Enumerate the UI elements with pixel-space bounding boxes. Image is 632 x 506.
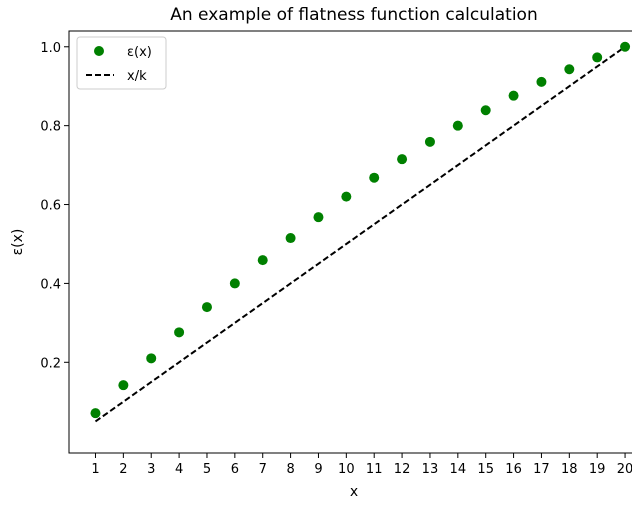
x-tick-label: 8 <box>286 462 294 477</box>
x-tick-label: 5 <box>203 462 211 477</box>
scatter-point <box>564 64 575 75</box>
x-tick-label: 17 <box>533 462 550 477</box>
legend: ε(x) x/k <box>76 36 167 90</box>
scatter-point <box>397 154 408 165</box>
scatter-point <box>118 380 129 391</box>
series-layer <box>90 41 631 423</box>
y-tick-label: 1.0 <box>40 41 61 56</box>
x-tick-label: 14 <box>450 462 467 477</box>
plot-area-frame <box>68 30 632 454</box>
x-tick-label: 7 <box>259 462 267 477</box>
x-tick-label: 1 <box>91 462 99 477</box>
x-tick-label: 11 <box>366 462 383 477</box>
scatter-point <box>452 120 463 131</box>
scatter-point <box>592 52 603 63</box>
x-tick-label: 3 <box>147 462 155 477</box>
scatter-point <box>285 233 296 244</box>
scatter-point <box>90 408 101 419</box>
scatter-point <box>174 327 185 338</box>
scatter-point <box>313 212 324 223</box>
x-tick-label: 6 <box>231 462 239 477</box>
scatter-point <box>536 76 547 87</box>
series-line-xk <box>94 45 626 423</box>
x-tick-label: 15 <box>477 462 494 477</box>
scatter-point <box>201 302 212 313</box>
scatter-point <box>480 105 491 116</box>
y-tick-label: 0.4 <box>40 277 61 292</box>
y-axis-ticks: 0.2 0.4 0.6 0.8 1.0 <box>40 41 69 371</box>
legend-box <box>76 36 167 90</box>
x-tick-label: 2 <box>119 462 127 477</box>
x-tick-label: 4 <box>175 462 183 477</box>
x-tick-label: 12 <box>394 462 411 477</box>
legend-label-xk: x/k <box>127 69 147 84</box>
y-axis-label: ε(x) <box>10 229 26 256</box>
y-tick-label: 0.6 <box>40 199 61 214</box>
x-tick-label: 13 <box>422 462 439 477</box>
scatter-point <box>508 90 519 101</box>
scatter-point <box>257 255 268 266</box>
chart-title: An example of flatness function calculat… <box>170 5 537 25</box>
x-axis-label: x <box>350 484 358 500</box>
y-tick-label: 0.8 <box>40 120 61 135</box>
x-tick-label: 19 <box>589 462 606 477</box>
x-tick-label: 20 <box>617 462 632 477</box>
scatter-point <box>424 136 435 147</box>
x-tick-label: 16 <box>505 462 522 477</box>
scatter-point <box>369 172 380 183</box>
x-tick-label: 10 <box>338 462 355 477</box>
y-tick-label: 0.2 <box>40 356 61 371</box>
legend-marker-epsilon <box>94 46 104 56</box>
scatter-point <box>229 278 240 289</box>
x-axis-ticks: 1 2 3 4 5 6 7 8 9 10 11 12 13 14 15 16 17 18 19 20 <box>91 453 632 477</box>
legend-label-epsilon: ε(x) <box>127 45 152 60</box>
scatter-point <box>146 353 157 364</box>
scatter-point <box>341 191 352 202</box>
scatter-point <box>620 41 631 52</box>
x-tick-label: 18 <box>561 462 578 477</box>
x-tick-label: 9 <box>314 462 322 477</box>
